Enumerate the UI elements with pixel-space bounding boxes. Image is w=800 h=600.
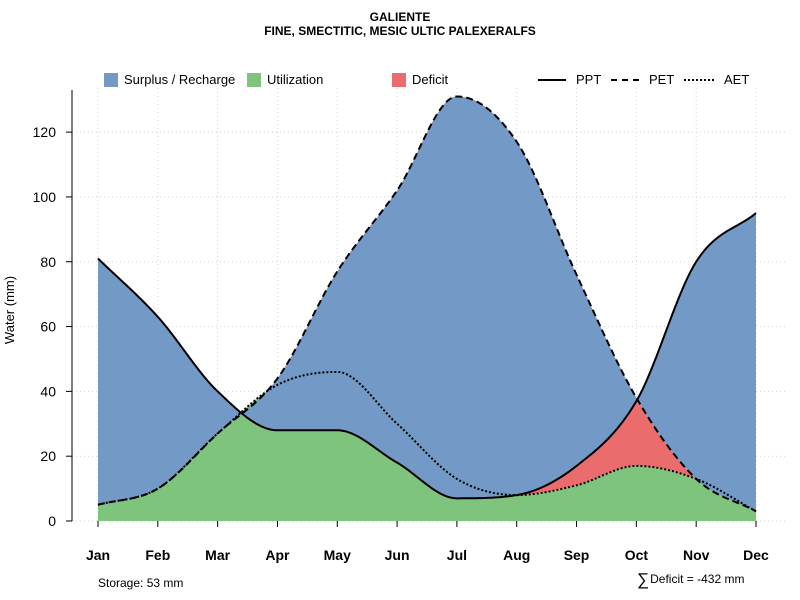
- legend-deficit-label: Deficit: [412, 72, 449, 87]
- legend-utilization: Utilization: [247, 72, 323, 87]
- legend-aet: AET: [684, 72, 749, 87]
- y-tick-label: 60: [40, 319, 56, 335]
- axes: 0 20 40 60 80 100 120 Jan Feb Mar Apr May Jun Jul Aug S…: [33, 90, 769, 563]
- legend-pet-label: PET: [649, 72, 675, 87]
- sum-symbol: ∑: [637, 570, 650, 589]
- legend-surplus-swatch: [104, 72, 118, 87]
- legend-deficit: Deficit: [392, 72, 448, 87]
- x-tick-label: Jul: [447, 547, 467, 563]
- x-tick-label: Sep: [564, 547, 590, 563]
- legend-pet-line: [611, 78, 639, 81]
- y-tick-label: 0: [48, 513, 56, 529]
- y-tick-label: 120: [33, 124, 57, 140]
- x-tick-label: Dec: [743, 547, 769, 563]
- deficit-note: ∑Deficit = -432 mm: [637, 570, 744, 590]
- x-tick-label: Aug: [503, 547, 530, 563]
- x-tick-label: Apr: [265, 547, 290, 563]
- y-tick-label: 20: [40, 448, 56, 464]
- legend-surplus: Surplus / Recharge: [104, 72, 235, 87]
- y-tick-label: 100: [33, 189, 57, 205]
- x-tick-label: Oct: [625, 547, 649, 563]
- legend-surplus-label: Surplus / Recharge: [124, 72, 236, 87]
- chart-subtitle: FINE, SMECTITIC, MESIC ULTIC PALEXERALFS: [264, 24, 536, 38]
- x-tick-label: Feb: [145, 547, 170, 563]
- x-tick-label: Nov: [683, 547, 710, 563]
- x-tick-label: Jun: [385, 547, 410, 563]
- legend-ppt-line: [538, 78, 566, 81]
- y-tick-label: 80: [40, 254, 56, 270]
- surplus-recharge-area: [98, 96, 756, 512]
- legend-utilization-swatch: [247, 72, 261, 87]
- legend-utilization-label: Utilization: [267, 72, 324, 87]
- y-axis-label: Water (mm): [2, 276, 17, 344]
- x-tick-label: Jan: [86, 547, 110, 563]
- legend-aet-line: [684, 78, 714, 81]
- legend-deficit-swatch: [392, 72, 406, 87]
- series-lines: [97, 95, 757, 513]
- x-tick-label: May: [324, 547, 351, 563]
- x-tick-label: Mar: [205, 547, 230, 563]
- legend-ppt-label: PPT: [576, 72, 602, 87]
- chart-title: GALIENTE: [369, 10, 431, 24]
- legend-aet-label: AET: [724, 72, 750, 87]
- legend-pet: PET: [611, 72, 674, 87]
- legend-ppt: PPT: [538, 72, 601, 87]
- y-tick-label: 40: [40, 383, 56, 399]
- shaded-areas: [98, 96, 756, 521]
- storage-note: Storage: 53 mm: [98, 576, 184, 590]
- series-line-ppt: [97, 212, 757, 500]
- deficit-text: Deficit = -432 mm: [650, 572, 745, 586]
- series-line-aet: [97, 370, 757, 513]
